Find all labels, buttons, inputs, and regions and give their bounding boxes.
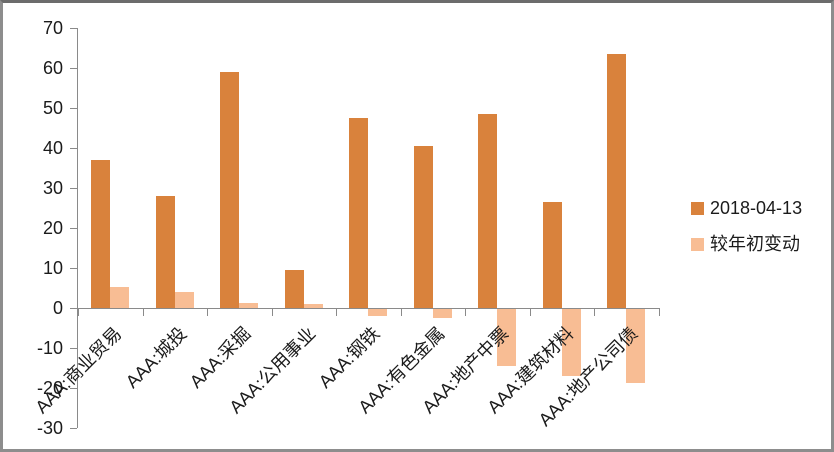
bar-change-3 xyxy=(239,302,259,308)
y-tick-label: 50 xyxy=(42,98,63,118)
bar-current-2 xyxy=(155,196,175,308)
y-tick-label: 40 xyxy=(42,138,63,158)
bar-current-3 xyxy=(220,72,240,308)
x-tick-mark xyxy=(400,308,402,316)
bar-change-2 xyxy=(174,292,194,308)
bar-change-7 xyxy=(497,309,517,367)
x-tick-mark xyxy=(336,308,337,316)
legend-label-series2: 较年初变动 xyxy=(710,234,800,254)
bar-current-8 xyxy=(542,202,562,308)
bar-change-5 xyxy=(368,309,388,317)
y-tick-label: -20 xyxy=(36,378,63,398)
x-category-label: AAA:采掘 xyxy=(186,323,255,392)
x-tick-mark xyxy=(658,308,660,316)
y-tick-mark xyxy=(70,308,77,309)
bar-chart-plot-area: 70 60 50 40 30 20 10 0 -10 -20 -30 AAA:商业贸易 AAA:城投 A… xyxy=(3,3,831,449)
y-tick-mark xyxy=(70,108,77,109)
x-axis-zero-line xyxy=(77,308,660,309)
bar-change-1 xyxy=(110,286,130,308)
y-tick-label: 10 xyxy=(42,258,63,278)
bar-change-4 xyxy=(303,303,323,308)
legend-swatch-series1-icon xyxy=(691,202,704,215)
y-tick-label: 20 xyxy=(42,218,63,238)
y-axis-line xyxy=(77,28,78,428)
bar-current-6 xyxy=(413,145,433,308)
x-category-label: AAA:钢铁 xyxy=(315,323,384,392)
y-tick-label: 60 xyxy=(42,58,63,78)
y-tick-mark xyxy=(70,148,77,149)
y-tick-mark xyxy=(70,28,77,29)
y-tick-label: 30 xyxy=(42,178,63,198)
y-tick-label: 70 xyxy=(42,18,63,38)
x-tick-mark xyxy=(271,308,273,316)
y-tick-mark xyxy=(70,268,77,269)
bar-change-6 xyxy=(432,309,452,318)
y-tick-mark xyxy=(70,428,77,429)
x-tick-mark xyxy=(78,308,79,316)
x-category-label: AAA:城投 xyxy=(121,323,191,392)
y-tick-label: 0 xyxy=(52,298,63,318)
legend-label-series1: 2018-04-13 xyxy=(710,198,803,218)
legend-swatch-series2-icon xyxy=(691,238,704,251)
y-tick-label: -30 xyxy=(36,418,63,438)
chart-legend: 2018-04-13 较年初变动 xyxy=(691,198,802,270)
legend-item-series1: 2018-04-13 xyxy=(691,198,802,219)
x-tick-mark xyxy=(465,308,466,316)
x-tick-mark xyxy=(142,308,144,316)
y-tick-mark xyxy=(70,68,77,69)
bar-current-7 xyxy=(478,114,498,308)
bar-change-8 xyxy=(561,309,581,376)
x-tick-mark xyxy=(594,308,595,316)
bar-current-4 xyxy=(284,269,304,308)
y-tick-mark xyxy=(70,188,77,189)
bar-current-9 xyxy=(607,54,627,308)
y-tick-label: -10 xyxy=(36,338,63,358)
x-tick-mark xyxy=(529,308,531,316)
bar-change-9 xyxy=(626,309,646,383)
y-tick-mark xyxy=(70,228,77,229)
x-tick-mark xyxy=(207,308,208,316)
bar-current-5 xyxy=(349,118,369,308)
legend-item-series2: 较年初变动 xyxy=(691,234,802,255)
bar-current-1 xyxy=(91,160,111,308)
y-tick-mark xyxy=(70,348,77,349)
y-tick-mark xyxy=(70,388,77,389)
